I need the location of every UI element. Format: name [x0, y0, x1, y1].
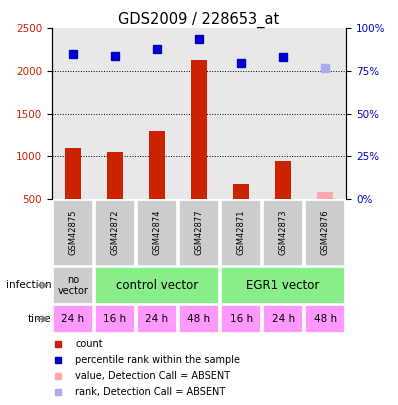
Bar: [65, 148, 81, 199]
Text: GSM42875: GSM42875: [68, 210, 77, 256]
FancyBboxPatch shape: [53, 305, 93, 333]
Bar: [275, 162, 291, 199]
FancyBboxPatch shape: [221, 200, 261, 266]
Text: percentile rank within the sample: percentile rank within the sample: [75, 355, 240, 365]
Title: GDS2009 / 228653_at: GDS2009 / 228653_at: [118, 12, 280, 28]
FancyBboxPatch shape: [305, 200, 345, 266]
Text: GSM42876: GSM42876: [321, 210, 330, 256]
Text: 16 h: 16 h: [103, 314, 127, 324]
FancyBboxPatch shape: [53, 200, 93, 266]
FancyBboxPatch shape: [179, 200, 219, 266]
Text: count: count: [75, 339, 103, 349]
Bar: [191, 60, 207, 199]
Bar: [233, 184, 249, 199]
FancyBboxPatch shape: [137, 305, 177, 333]
FancyBboxPatch shape: [95, 200, 135, 266]
Text: no
vector: no vector: [57, 275, 88, 296]
Text: GSM42872: GSM42872: [110, 210, 119, 256]
Bar: [149, 131, 165, 199]
FancyBboxPatch shape: [221, 267, 345, 304]
Text: time: time: [28, 314, 52, 324]
Text: GSM42877: GSM42877: [195, 210, 203, 256]
FancyBboxPatch shape: [53, 267, 93, 304]
Text: value, Detection Call = ABSENT: value, Detection Call = ABSENT: [75, 371, 230, 381]
Bar: [107, 152, 123, 199]
FancyBboxPatch shape: [263, 200, 303, 266]
FancyBboxPatch shape: [95, 305, 135, 333]
FancyBboxPatch shape: [95, 267, 219, 304]
Text: EGR1 vector: EGR1 vector: [246, 279, 320, 292]
FancyBboxPatch shape: [179, 305, 219, 333]
Text: rank, Detection Call = ABSENT: rank, Detection Call = ABSENT: [75, 387, 226, 397]
Text: 24 h: 24 h: [271, 314, 295, 324]
FancyBboxPatch shape: [263, 305, 303, 333]
Text: 24 h: 24 h: [61, 314, 84, 324]
FancyBboxPatch shape: [305, 305, 345, 333]
Text: GSM42873: GSM42873: [279, 210, 288, 256]
Text: 24 h: 24 h: [145, 314, 168, 324]
Text: 48 h: 48 h: [314, 314, 337, 324]
FancyBboxPatch shape: [221, 305, 261, 333]
FancyBboxPatch shape: [137, 200, 177, 266]
Text: 16 h: 16 h: [230, 314, 253, 324]
Text: infection: infection: [6, 280, 52, 290]
Text: 48 h: 48 h: [187, 314, 211, 324]
Bar: [317, 192, 333, 199]
Text: GSM42871: GSM42871: [236, 210, 246, 256]
Text: control vector: control vector: [116, 279, 198, 292]
Text: GSM42874: GSM42874: [152, 210, 162, 256]
